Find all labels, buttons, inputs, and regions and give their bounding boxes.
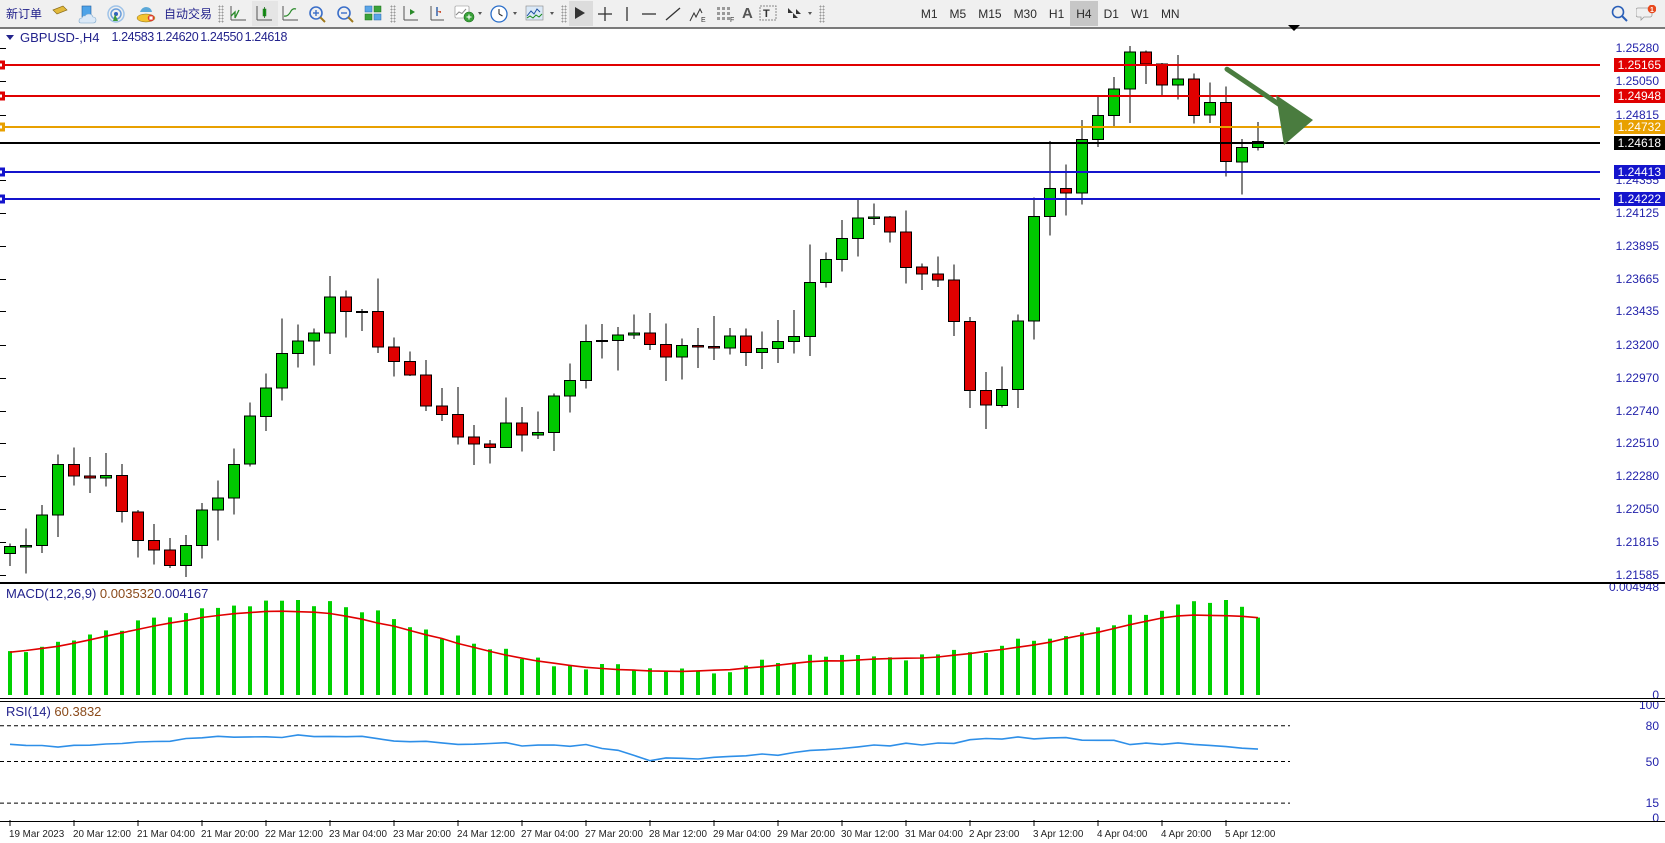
svg-text:T: T: [763, 8, 770, 20]
svg-text:F: F: [730, 17, 734, 23]
svg-text:E: E: [701, 17, 706, 23]
svg-text:1: 1: [1650, 6, 1654, 13]
